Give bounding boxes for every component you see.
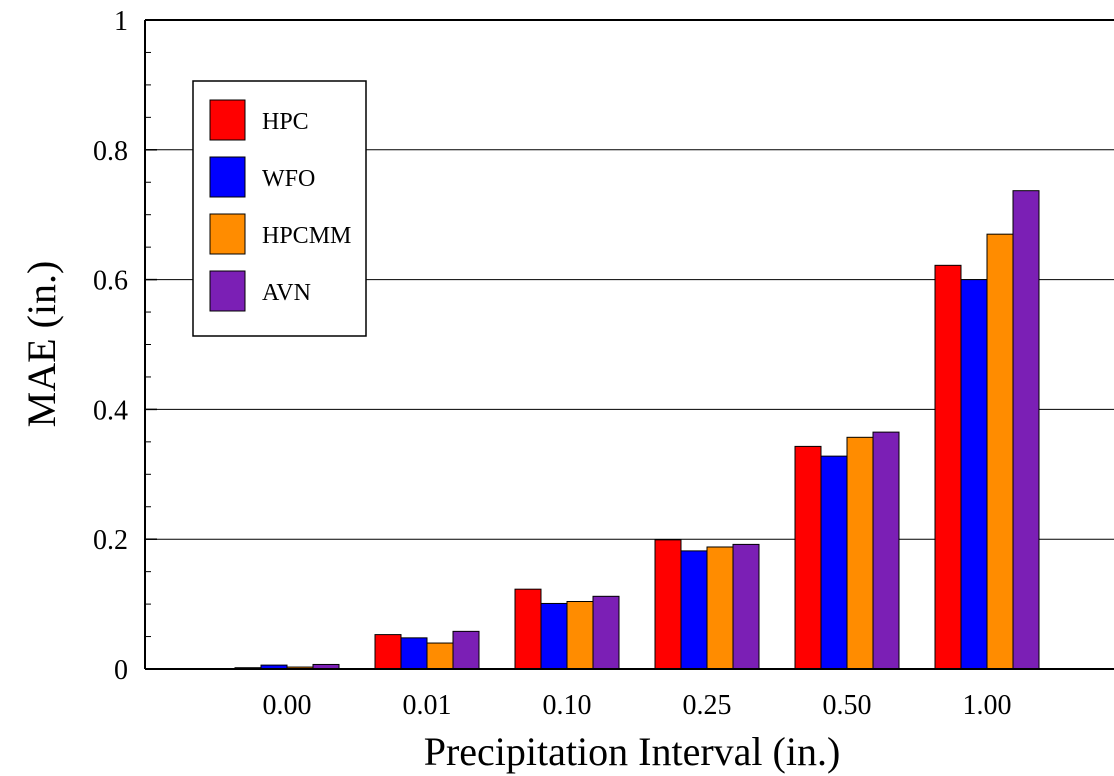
- bar-wfo-1.00: [960, 279, 988, 670]
- legend-label-avn: AVN: [262, 280, 311, 306]
- bar-avn-0.25: [732, 543, 760, 670]
- legend-label-hpcmm: HPCMM: [262, 223, 351, 249]
- legend: HPC WFO HPCMM AVN: [192, 80, 367, 337]
- bar-avn-1.00: [1012, 190, 1040, 670]
- x-tick-label: 0.00: [263, 690, 312, 721]
- y-tick-label: 0.8: [93, 136, 128, 167]
- bar-hpc-0.01: [374, 634, 402, 670]
- bar-wfo-0.01: [400, 637, 428, 670]
- bar-wfo-0.50: [820, 455, 848, 670]
- bars-layer: [234, 190, 1040, 670]
- bar-hpc-0.50: [794, 445, 822, 670]
- bar-hpc-0.25: [654, 539, 682, 670]
- legend-items: HPC WFO HPCMM AVN: [209, 99, 351, 312]
- y-tick-label: 0.4: [93, 395, 128, 426]
- bar-hpcmm-1.00: [986, 233, 1014, 670]
- legend-label-hpc: HPC: [262, 109, 309, 135]
- x-tick-label: 0.25: [683, 690, 732, 721]
- legend-swatch-avn: [209, 270, 246, 312]
- legend-swatch-hpcmm: [209, 213, 246, 255]
- y-tick-label: 1: [114, 6, 128, 37]
- x-axis-title: Precipitation Interval (in.): [424, 729, 841, 774]
- ticks-layer: [145, 19, 157, 670]
- x-tick-label: 0.01: [403, 690, 452, 721]
- labels-layer: 0 0.2 0.4 0.6 0.8 1 0.00 0.01 0.10 0.25 0.50 1.00: [93, 6, 1012, 721]
- x-tick-label: 0.50: [823, 690, 872, 721]
- bar-avn-0.50: [872, 431, 900, 670]
- legend-swatch-hpc: [209, 99, 246, 141]
- bar-hpcmm-0.50: [846, 436, 874, 670]
- legend-swatch-wfo: [209, 156, 246, 198]
- bar-wfo-0.10: [540, 602, 568, 670]
- y-tick-label: 0: [114, 655, 128, 686]
- legend-label-wfo: WFO: [262, 166, 315, 192]
- y-tick-label: 0.2: [93, 525, 128, 556]
- x-tick-label: 1.00: [963, 690, 1012, 721]
- x-tick-label: 0.10: [543, 690, 592, 721]
- y-axis-title: MAE (in.): [19, 261, 64, 428]
- bar-hpcmm-0.10: [566, 601, 594, 670]
- y-tick-label: 0.6: [93, 266, 128, 297]
- bar-wfo-0.25: [680, 550, 708, 670]
- bar-hpcmm-0.25: [706, 546, 734, 670]
- bar-avn-0.01: [452, 630, 480, 670]
- bar-hpc-0.10: [514, 588, 542, 670]
- bar-hpc-1.00: [934, 264, 962, 670]
- bar-avn-0.10: [592, 595, 620, 670]
- bar-hpcmm-0.01: [426, 642, 454, 670]
